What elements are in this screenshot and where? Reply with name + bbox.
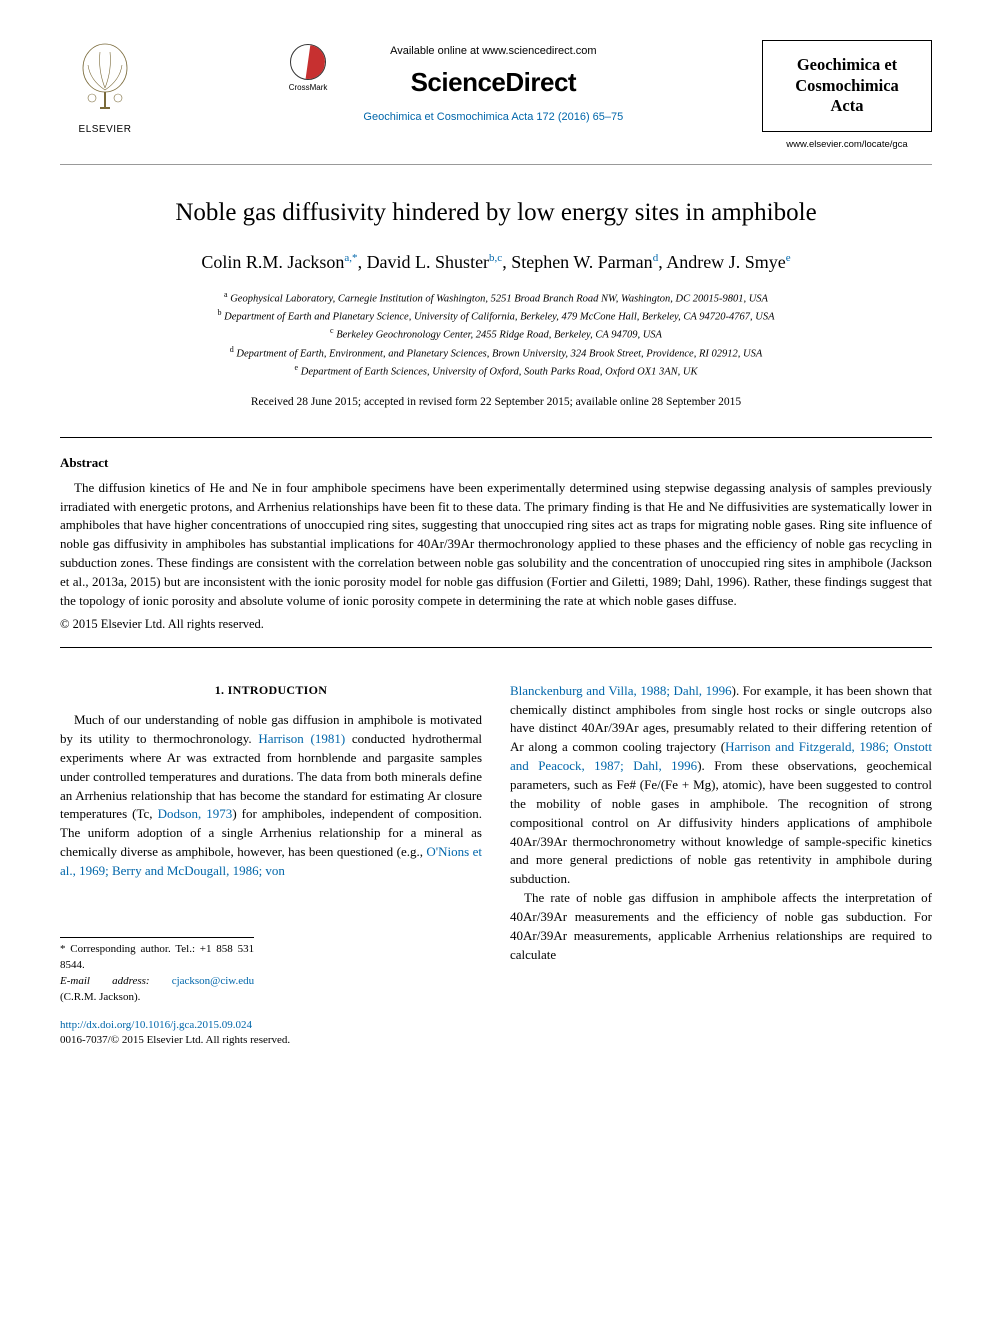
- ref-dodson-1973[interactable]: Dodson, 1973: [158, 806, 233, 821]
- affiliations: a Geophysical Laboratory, Carnegie Insti…: [60, 289, 932, 380]
- crossmark-icon: [290, 44, 326, 80]
- corresponding-author: * Corresponding author. Tel.: +1 858 531…: [60, 942, 254, 974]
- journal-title-block: Geochimica et Cosmochimica Acta www.else…: [762, 40, 932, 152]
- available-online-text: Available online at www.sciencedirect.co…: [363, 44, 623, 60]
- intro-para-2: The rate of noble gas diffusion in amphi…: [510, 889, 932, 964]
- doi-block: http://dx.doi.org/10.1016/j.gca.2015.09.…: [60, 1018, 482, 1050]
- section-1-heading: 1. INTRODUCTION: [60, 682, 482, 699]
- rule-above-abstract: [60, 437, 932, 438]
- body-columns: 1. INTRODUCTION Much of our understandin…: [60, 682, 932, 1050]
- crossmark-label: CrossMark: [289, 82, 328, 94]
- article-dates: Received 28 June 2015; accepted in revis…: [60, 394, 932, 411]
- authors-line: Colin R.M. Jacksona,*, David L. Shusterb…: [60, 249, 932, 275]
- elsevier-tree-icon: [70, 40, 140, 115]
- doi-link[interactable]: http://dx.doi.org/10.1016/j.gca.2015.09.…: [60, 1018, 482, 1034]
- intro-para-1: Much of our understanding of noble gas d…: [60, 711, 482, 881]
- intro-para-1-cont: Blanckenburg and Villa, 1988; Dahl, 1996…: [510, 682, 932, 889]
- elsevier-logo-block: ELSEVIER: [60, 40, 150, 137]
- issn-copyright: 0016-7037/© 2015 Elsevier Ltd. All right…: [60, 1033, 482, 1049]
- sciencedirect-logo: ScienceDirect: [363, 64, 623, 102]
- column-left: 1. INTRODUCTION Much of our understandin…: [60, 682, 482, 1050]
- article-title: Noble gas diffusivity hindered by low en…: [60, 195, 932, 231]
- journal-title-box: Geochimica et Cosmochimica Acta: [762, 40, 932, 132]
- footnotes: * Corresponding author. Tel.: +1 858 531…: [60, 937, 254, 1006]
- column-right: Blanckenburg and Villa, 1988; Dahl, 1996…: [510, 682, 932, 1050]
- crossmark-block[interactable]: CrossMark: [289, 44, 328, 94]
- corresponding-email-line: E-mail address: cjackson@ciw.edu (C.R.M.…: [60, 974, 254, 1006]
- elsevier-label: ELSEVIER: [60, 123, 150, 138]
- abstract-heading: Abstract: [60, 454, 932, 473]
- sciencedirect-block: Available online at www.sciencedirect.co…: [363, 44, 623, 126]
- citation-link[interactable]: Geochimica et Cosmochimica Acta 172 (201…: [363, 110, 623, 126]
- abstract-copyright: © 2015 Elsevier Ltd. All rights reserved…: [60, 615, 932, 633]
- ref-harrison-1981[interactable]: Harrison (1981): [258, 731, 345, 746]
- rule-below-abstract: [60, 647, 932, 648]
- center-header: CrossMark Available online at www.scienc…: [150, 40, 762, 126]
- journal-url[interactable]: www.elsevier.com/locate/gca: [762, 138, 932, 152]
- journal-header: ELSEVIER CrossMark Available online at w…: [60, 40, 932, 165]
- ref-blanckenburg-dahl[interactable]: Blanckenburg and Villa, 1988; Dahl, 1996: [510, 683, 732, 698]
- abstract-body: The diffusion kinetics of He and Ne in f…: [60, 479, 932, 611]
- email-link[interactable]: cjackson@ciw.edu: [172, 975, 254, 987]
